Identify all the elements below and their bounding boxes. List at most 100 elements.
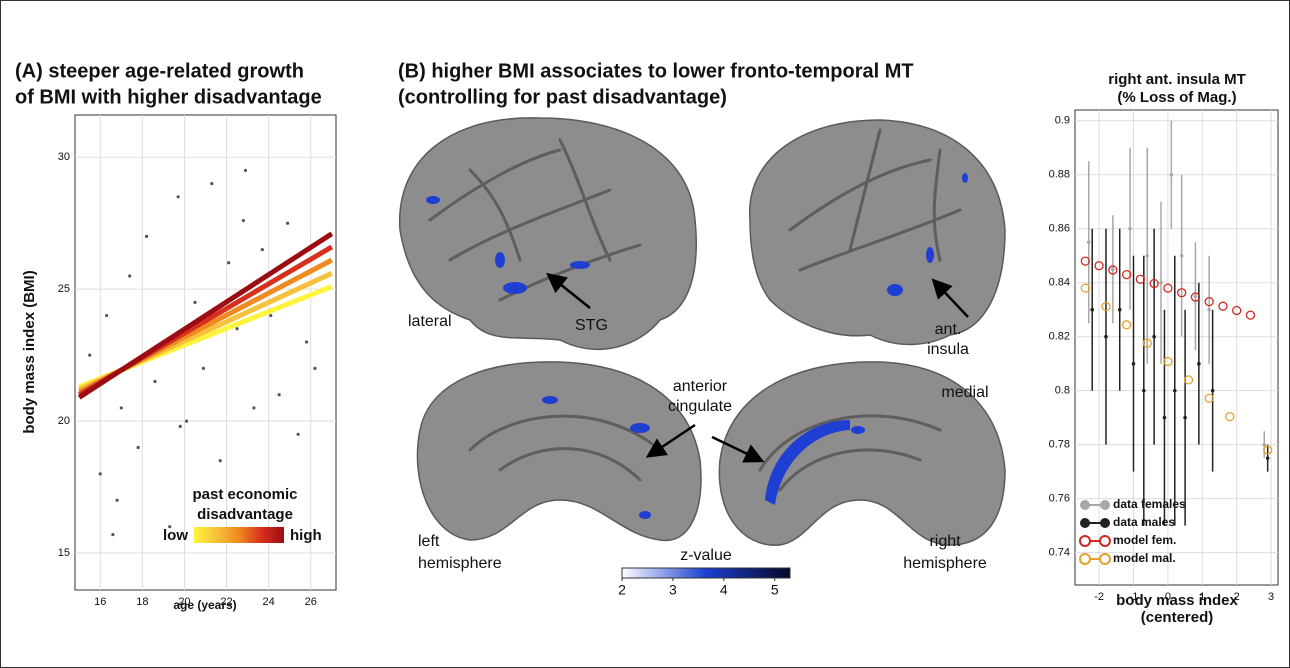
data-point <box>145 235 148 238</box>
data-point <box>219 459 222 462</box>
legend-marker <box>1080 536 1090 546</box>
legend-label: data males <box>1113 515 1175 529</box>
legend-label: model mal. <box>1113 551 1176 565</box>
data-point <box>1159 281 1163 285</box>
y-tick-label: 20 <box>58 415 70 427</box>
data-point <box>1183 416 1187 420</box>
chart-title: right ant. insula MT <box>1108 71 1246 88</box>
data-point <box>1152 335 1156 339</box>
legend-marker <box>1101 519 1109 527</box>
colorbar-tick-label: 2 <box>618 582 626 598</box>
y-tick-label: 0.86 <box>1049 223 1070 235</box>
y-tick-label: 0.88 <box>1049 169 1070 181</box>
data-point <box>153 380 156 383</box>
data-point <box>242 219 245 222</box>
data-point <box>105 314 108 317</box>
data-point <box>235 327 238 330</box>
chart-title: (A) steeper age-related growth <box>15 60 304 82</box>
data-point <box>252 406 255 409</box>
data-point <box>1104 335 1108 339</box>
colorbar-tick-label: 4 <box>720 582 728 598</box>
data-point <box>1111 267 1115 271</box>
data-point <box>261 248 264 251</box>
data-point <box>111 533 114 536</box>
data-point <box>227 261 230 264</box>
y-axis-label: body mass index (BMI) <box>21 270 38 433</box>
data-point <box>120 406 123 409</box>
data-point <box>297 433 300 436</box>
x-tick-label: 18 <box>136 596 148 608</box>
y-tick-label: 0.74 <box>1049 547 1070 559</box>
colorbar-tick-label: 5 <box>771 582 779 598</box>
figure: (A) steeper age-related growth of BMI wit… <box>0 0 1290 668</box>
x-tick-label: 3 <box>1268 591 1274 603</box>
annotation: ant. <box>935 321 962 338</box>
annotation: hemisphere <box>418 555 502 572</box>
data-point <box>313 367 316 370</box>
y-tick-label: 0.9 <box>1055 115 1070 127</box>
legend-marker <box>1081 519 1089 527</box>
x-tick-label: 24 <box>263 596 275 608</box>
data-point <box>88 354 91 357</box>
data-point <box>244 169 247 172</box>
data-point <box>1211 389 1215 393</box>
data-point <box>1118 308 1122 312</box>
y-tick-label: 15 <box>58 547 70 559</box>
data-point <box>179 425 182 428</box>
data-point <box>1145 254 1149 258</box>
chart-title: (% Loss of Mag.) <box>1117 89 1236 106</box>
legend-high: high <box>290 527 322 544</box>
annotation: cingulate <box>668 398 732 415</box>
legend-marker <box>1081 501 1089 509</box>
x-axis-label: age (years) <box>173 598 236 612</box>
data-point <box>1266 456 1270 460</box>
brain-images <box>400 118 1005 545</box>
data-point <box>1180 254 1184 258</box>
x-axis-label: body mass index <box>1116 592 1238 609</box>
data-point <box>1194 294 1198 298</box>
data-point <box>1142 389 1146 393</box>
annotation: hemisphere <box>903 555 987 572</box>
data-point <box>1132 362 1136 366</box>
data-point <box>1173 389 1177 393</box>
annotation: lateral <box>408 313 452 330</box>
y-tick-label: 25 <box>58 283 70 295</box>
colorbar-label: z-value <box>680 547 732 564</box>
data-point <box>210 182 213 185</box>
data-point <box>1197 362 1201 366</box>
annotation: anterior <box>673 378 728 395</box>
colorbar-tick-label: 3 <box>669 582 677 598</box>
data-point <box>1262 443 1266 447</box>
chart-title: (controlling for past disadvantage) <box>398 86 727 108</box>
annotation: right <box>929 533 961 550</box>
y-tick-label: 0.84 <box>1049 277 1070 289</box>
annotation: medial <box>941 384 988 401</box>
legend-low: low <box>163 527 188 544</box>
legend-marker <box>1101 501 1109 509</box>
x-tick-label: 26 <box>305 596 317 608</box>
data-point <box>278 393 281 396</box>
data-point <box>1207 308 1211 312</box>
data-point <box>185 420 188 423</box>
data-point <box>99 472 102 475</box>
data-point <box>115 499 118 502</box>
data-point <box>1087 240 1091 244</box>
data-point <box>193 301 196 304</box>
data-point <box>1170 173 1174 177</box>
data-point <box>128 274 131 277</box>
data-point <box>305 340 308 343</box>
y-tick-label: 0.8 <box>1055 385 1070 397</box>
chart-title: of BMI with higher disadvantage <box>15 86 322 108</box>
legend-marker <box>1080 554 1090 564</box>
data-point <box>1128 227 1132 231</box>
data-point <box>137 446 140 449</box>
x-tick-label: 16 <box>94 596 106 608</box>
annotation: left <box>418 533 440 550</box>
legend-marker <box>1100 536 1110 546</box>
data-point <box>202 367 205 370</box>
y-tick-label: 0.78 <box>1049 439 1070 451</box>
data-point <box>286 222 289 225</box>
legend-colorbar <box>194 527 284 543</box>
annotation: insula <box>927 341 969 358</box>
legend-title: disadvantage <box>197 506 293 523</box>
